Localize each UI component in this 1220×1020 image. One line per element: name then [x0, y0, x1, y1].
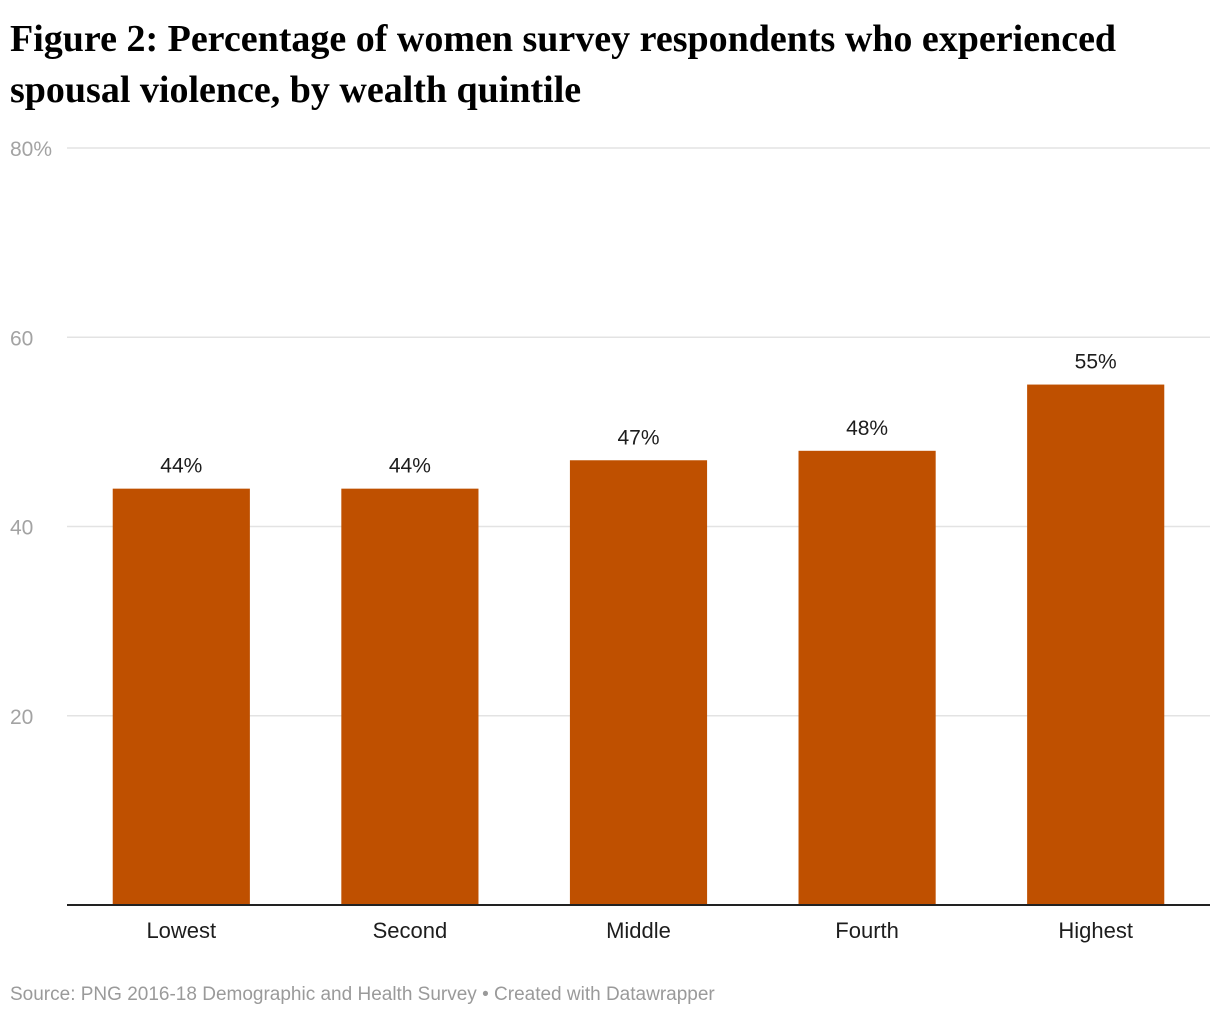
source-note: Source: PNG 2016-18 Demographic and Heal… — [10, 984, 715, 1005]
x-tick-label: Middle — [606, 918, 671, 943]
y-tick-label: 60 — [10, 327, 33, 350]
chart-title: Figure 2: Percentage of women survey res… — [10, 18, 1117, 111]
bar-value-label: 44% — [160, 455, 202, 478]
bar-chart: 20 40 60 80% 44% 44% 47% 48% 55% Lowest Second Mi… — [10, 138, 1210, 943]
y-axis-ticks: 20 40 60 80% — [10, 138, 52, 729]
x-tick-label: Second — [373, 918, 448, 943]
bars — [112, 384, 1165, 905]
x-tick-label: Fourth — [835, 918, 899, 943]
x-axis-labels: Lowest Second Middle Fourth Highest — [146, 918, 1133, 943]
y-tick-label: 20 — [10, 706, 33, 729]
x-tick-label: Highest — [1058, 918, 1133, 943]
x-tick-label: Lowest — [146, 918, 216, 943]
bar — [798, 450, 936, 905]
bar — [569, 460, 708, 905]
y-tick-label: 80% — [10, 138, 52, 161]
bar — [341, 488, 479, 905]
bar-value-label: 47% — [617, 426, 659, 449]
bar-value-label: 55% — [1075, 351, 1117, 374]
bar — [1027, 384, 1165, 905]
bar-value-label: 44% — [389, 455, 431, 478]
y-tick-label: 40 — [10, 517, 33, 540]
bar — [112, 488, 250, 905]
value-labels: 44% 44% 47% 48% 55% — [160, 351, 1116, 478]
bar-value-label: 48% — [846, 417, 888, 440]
